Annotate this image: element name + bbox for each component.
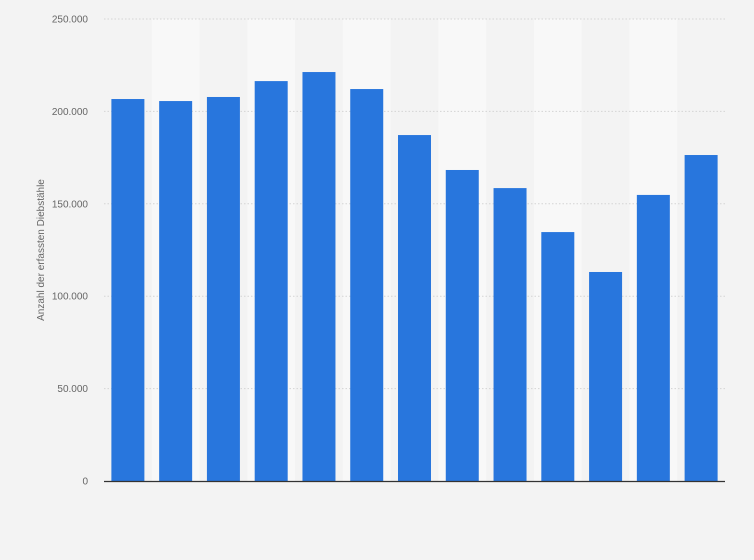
bar[interactable] xyxy=(445,169,479,481)
y-tick-label: 150.000 xyxy=(52,199,89,210)
y-tick-label: 250.000 xyxy=(52,15,89,26)
bar[interactable] xyxy=(111,99,145,481)
y-axis-label: Anzahl der erfassten Diebstähle xyxy=(36,179,47,321)
bar[interactable] xyxy=(684,155,718,481)
y-tick-label: 0 xyxy=(82,477,88,488)
y-tick-label: 50.000 xyxy=(57,384,88,395)
bar[interactable] xyxy=(350,89,384,482)
bar[interactable] xyxy=(206,96,240,482)
bar[interactable] xyxy=(589,271,623,481)
bar[interactable] xyxy=(398,135,431,482)
bar[interactable] xyxy=(159,101,193,481)
y-tick-label: 200.000 xyxy=(52,107,89,118)
bar[interactable] xyxy=(493,188,527,482)
bar[interactable] xyxy=(302,72,336,481)
bar[interactable] xyxy=(541,232,575,481)
bar[interactable] xyxy=(636,194,670,481)
y-tick-label: 100.000 xyxy=(52,292,89,303)
bar[interactable] xyxy=(254,81,288,481)
